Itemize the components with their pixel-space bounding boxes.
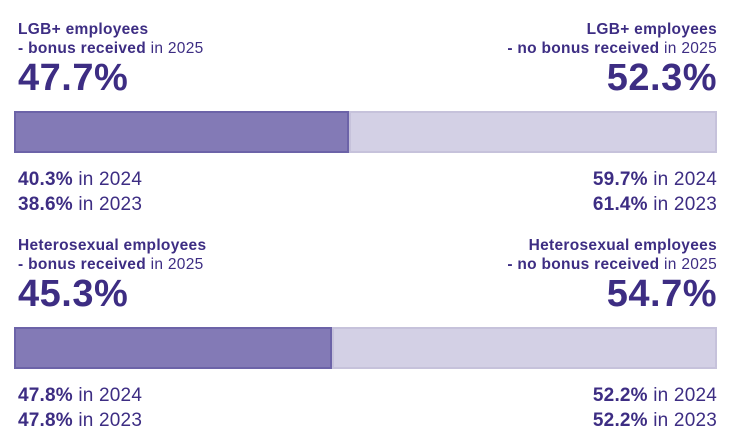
big-percent-bonus: 45.3%: [18, 273, 129, 315]
history-right: 52.2% in 2024 52.2% in 2023: [591, 383, 717, 433]
stat-line-2023: 38.6% in 2023: [18, 194, 143, 215]
stat-line-2024: 52.2% in 2024: [592, 385, 717, 406]
stat-line-2023: 47.8% in 2023: [18, 410, 143, 431]
metric-name: - no bonus received in 2025: [507, 40, 717, 57]
group-name: LGB+ employees: [18, 21, 149, 38]
history-left: 40.3% in 2024 38.6% in 2023: [14, 167, 144, 217]
history-stats: 47.8% in 2024 47.8% in 2023 52.2% in 202…: [14, 383, 717, 433]
big-percent-no-bonus: 54.7%: [606, 273, 717, 315]
group-name: Heterosexual employees: [18, 237, 207, 254]
section-header: LGB+ employees - bonus received in 2025 …: [14, 20, 717, 98]
stat-line-2023: 61.4% in 2023: [592, 194, 717, 215]
history-left: 47.8% in 2024 47.8% in 2023: [14, 383, 144, 433]
group-name: Heterosexual employees: [528, 237, 717, 254]
label-bonus-received: LGB+ employees - bonus received in 2025 …: [14, 20, 206, 98]
stat-line-2023: 52.2% in 2023: [592, 410, 717, 431]
stacked-bar-heterosexual: [14, 327, 717, 369]
stat-line-2024: 47.8% in 2024: [18, 385, 143, 406]
label-no-bonus-received: LGB+ employees - no bonus received in 20…: [505, 20, 717, 98]
stacked-bar-lgb: [14, 111, 717, 153]
bar-segment-no-bonus-received: [349, 111, 717, 153]
stat-line-2024: 40.3% in 2024: [18, 169, 143, 190]
section-header: Heterosexual employees - bonus received …: [14, 236, 717, 314]
bar-segment-no-bonus-received: [332, 327, 717, 369]
bar-segment-bonus-received: [14, 327, 333, 369]
metric-name: - bonus received in 2025: [18, 40, 204, 57]
section-heterosexual-employees: Heterosexual employees - bonus received …: [14, 236, 717, 433]
big-percent-bonus: 47.7%: [18, 57, 129, 99]
big-percent-no-bonus: 52.3%: [606, 57, 717, 99]
bar-segment-bonus-received: [14, 111, 350, 153]
history-stats: 40.3% in 2024 38.6% in 2023 59.7% in 202…: [14, 167, 717, 217]
group-name: LGB+ employees: [586, 21, 717, 38]
label-no-bonus-received: Heterosexual employees - no bonus receiv…: [505, 236, 717, 314]
stat-line-2024: 59.7% in 2024: [592, 169, 717, 190]
label-bonus-received: Heterosexual employees - bonus received …: [14, 236, 208, 314]
section-lgb-employees: LGB+ employees - bonus received in 2025 …: [14, 20, 717, 217]
history-right: 59.7% in 2024 61.4% in 2023: [591, 167, 717, 217]
metric-name: - no bonus received in 2025: [507, 256, 717, 273]
metric-name: - bonus received in 2025: [18, 256, 204, 273]
